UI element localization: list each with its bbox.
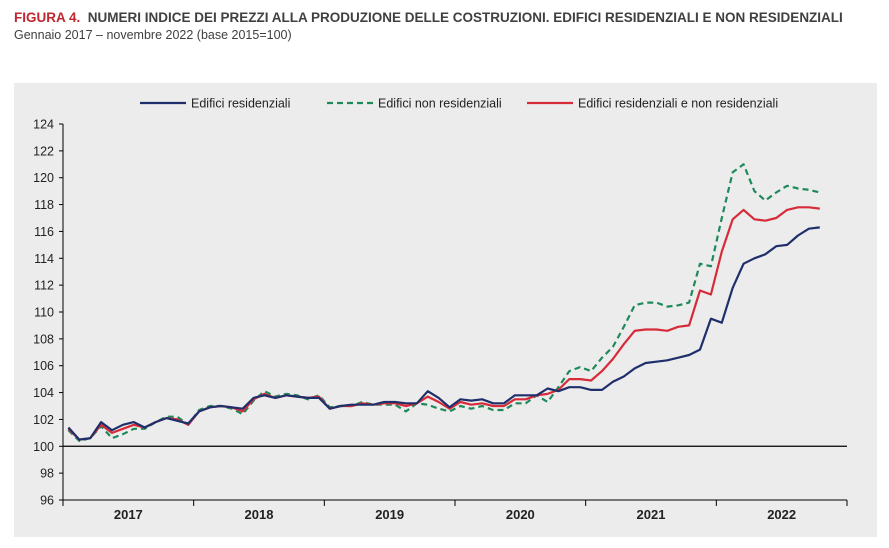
y-tick-label: 102 — [33, 413, 54, 427]
y-tick-label: 108 — [33, 332, 54, 346]
figure-title-text: NUMERI INDICE DEI PREZZI ALLA PRODUZIONE… — [87, 10, 843, 25]
legend-label-non-residenziali: Edifici non residenziali — [378, 97, 502, 111]
y-tick-label: 98 — [40, 467, 54, 481]
figure-label: FIGURA 4. — [14, 10, 81, 25]
y-tick-label: 104 — [33, 386, 54, 400]
chart-legend: Edifici residenziali Edifici non residenz… — [140, 97, 778, 111]
x-tick-label: 2018 — [245, 507, 274, 522]
chart-series — [67, 163, 821, 442]
chart-panel: 96 98 100 102 104 106 108 110 112 114 116 118 120 122… — [14, 83, 877, 537]
figure-title: FIGURA 4. NUMERI INDICE DEI PREZZI ALLA … — [14, 10, 874, 26]
x-tick-label: 2017 — [114, 507, 143, 522]
line-chart: 96 98 100 102 104 106 108 110 112 114 116 118 120 122… — [33, 97, 848, 522]
y-tick-label: 118 — [34, 198, 54, 212]
y-tick-label: 120 — [33, 171, 54, 185]
x-tick-label: 2020 — [506, 507, 535, 522]
legend-label-totale: Edifici residenziali e non residenziali — [578, 97, 778, 111]
y-tick-label: 124 — [33, 118, 54, 132]
y-tick-label: 114 — [34, 252, 54, 266]
series-line-totale — [67, 206, 820, 441]
x-tick-label: 2022 — [767, 507, 796, 522]
y-tick-label: 116 — [34, 225, 54, 239]
series-line-non-residenziali — [67, 163, 821, 442]
x-tick-label: 2021 — [637, 507, 666, 522]
legend-label-residenziali: Edifici residenziali — [191, 97, 290, 111]
y-tick-label: 112 — [34, 279, 54, 293]
series-line-residenziali — [67, 226, 820, 441]
figure-subtitle: Gennaio 2017 – novembre 2022 (base 2015=… — [14, 28, 292, 42]
figure-header: FIGURA 4. NUMERI INDICE DEI PREZZI ALLA … — [14, 10, 874, 42]
x-tick-label: 2019 — [375, 507, 404, 522]
y-tick-label: 96 — [40, 494, 54, 508]
chart-axes: 96 98 100 102 104 106 108 110 112 114 116 118 120 122… — [33, 118, 848, 522]
y-tick-label: 106 — [33, 359, 54, 373]
y-tick-label: 100 — [33, 440, 54, 454]
y-tick-label: 110 — [34, 306, 54, 320]
y-tick-label: 122 — [33, 144, 54, 158]
